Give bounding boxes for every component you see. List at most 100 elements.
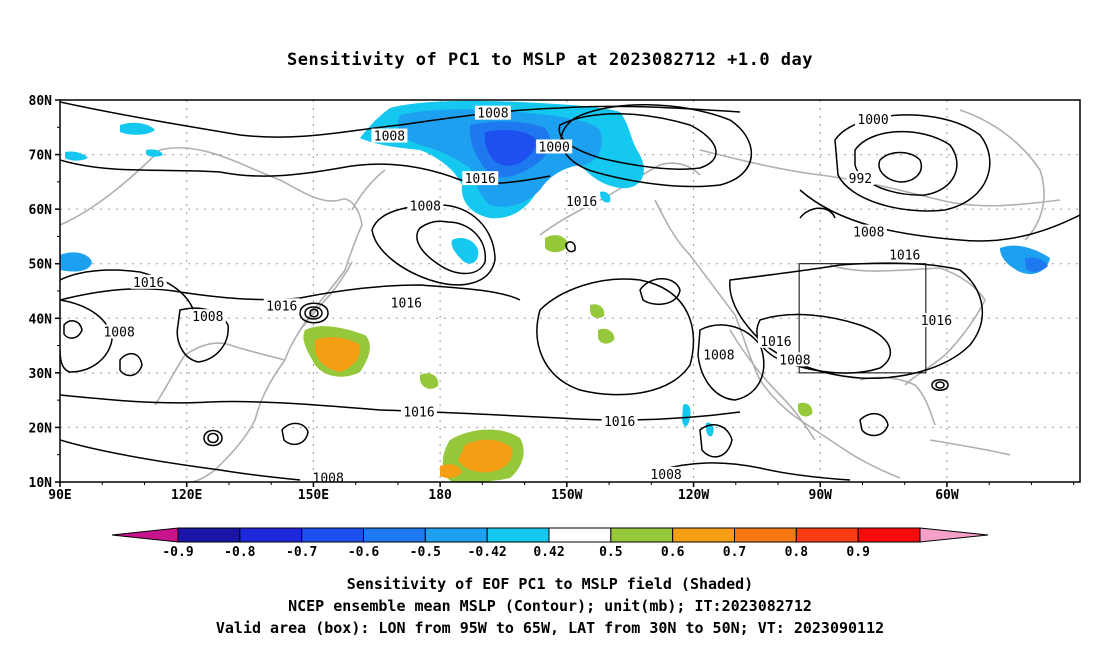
caption-line-2: NCEP ensemble mean MSLP (Contour); unit(… — [288, 597, 812, 615]
contour-cyclone-2 — [63, 320, 83, 339]
coastline-greenland — [959, 109, 1045, 241]
colorbar-low-triangle — [111, 527, 179, 543]
coastline-kamchatka — [351, 169, 386, 211]
colorbar-label: -0.42 — [468, 545, 507, 560]
colorbar-label: 0.42 — [533, 545, 564, 560]
contour-japan-low-1 — [304, 306, 323, 320]
contour-label: 1016 — [133, 276, 164, 291]
contour-label-bg — [855, 112, 892, 127]
contour-label-bg — [101, 324, 138, 339]
tick-label-lat: 10N — [29, 476, 53, 491]
caption-line-3: Valid area (box): LON from 95W to 65W, L… — [215, 619, 885, 637]
contour-label: 1016 — [566, 195, 597, 210]
colorbar-labels: -0.9 -0.8 -0.7 -0.6 -0.5 -0.42 0.42 0.5 0.6 0.7 0.… — [162, 545, 870, 560]
contour-1008-south-east — [659, 462, 851, 481]
colorbar-label: 0.9 — [846, 545, 869, 560]
contour-label-bg — [563, 194, 600, 209]
contour-labels: 1008 1008 1000 1000 992 1016 1008 1016 1016 1016 1… — [101, 105, 955, 483]
coastlines — [60, 109, 1061, 482]
tick-label-lon: 60W — [935, 488, 959, 503]
shade-negative-trop3 — [600, 191, 611, 203]
captions: Sensitivity of EOF PC1 to MSLP field (Sh… — [0, 573, 1100, 639]
sensitivity-shading — [60, 100, 1050, 482]
shade-positive-japan-orange — [315, 337, 361, 372]
contour-trop-3 — [699, 424, 733, 458]
colorbar: -0.9 -0.8 -0.7 -0.6 -0.5 -0.42 0.42 0.5 0.6 0.7 0.… — [111, 527, 989, 560]
contour-label-bg — [776, 352, 813, 367]
shade-negative-small3 — [146, 149, 163, 157]
contour-label-bg — [371, 128, 408, 143]
tick-label-lon: 90W — [809, 488, 833, 503]
shade-positive-pacific-orange2 — [440, 464, 462, 479]
contour-label-bg — [700, 347, 737, 362]
plot-area: 1008 1008 1000 1000 992 1016 1008 1016 1016 1016 1… — [29, 94, 1081, 503]
colorbar-cell — [734, 527, 797, 543]
tick-label-lon: 150E — [298, 488, 329, 503]
contour-label-bg — [846, 171, 875, 186]
contour-cyclone-1 — [119, 353, 143, 377]
contour-1008-conus — [756, 313, 892, 374]
tick-label-lon: 180 — [428, 488, 452, 503]
contour-ridge-west — [639, 278, 681, 306]
contour-1008-south-west — [60, 439, 301, 481]
contour-label: 1008 — [853, 226, 884, 241]
contour-label: 1016 — [604, 415, 635, 430]
shade-negative-east-core — [1025, 257, 1048, 272]
colorbar-cell — [610, 527, 674, 543]
colorbar-label: -0.7 — [286, 545, 317, 560]
shade-positive-small2 — [590, 304, 605, 318]
colorbar-cell — [239, 527, 303, 543]
contour-label-bg — [474, 105, 511, 120]
contour-1008-sw — [697, 324, 765, 401]
coastline-japan — [299, 261, 353, 331]
contour-ridge-north — [799, 207, 836, 219]
contour-japan-low-3 — [309, 308, 319, 318]
contour-label: 1016 — [391, 297, 422, 312]
contour-label-bg — [648, 466, 685, 481]
contour-1000-low-east — [854, 130, 958, 196]
contour-1000-low — [558, 113, 717, 170]
contour-label: 1000 — [539, 140, 570, 155]
coastline-northamerica-east — [829, 264, 986, 386]
contour-label-bg — [536, 139, 573, 154]
colorbar-cell — [672, 527, 736, 543]
colorbar-label: 0.8 — [785, 545, 809, 560]
contour-label-bg — [310, 470, 347, 482]
contour-label-bg — [918, 313, 955, 328]
shade-positive-small1 — [545, 235, 568, 253]
tick-label-lat: 40N — [29, 312, 53, 327]
coastline-china — [154, 342, 286, 406]
contour-label: 1008 — [103, 325, 134, 340]
contour-1016-central — [371, 204, 496, 286]
contour-trop-1 — [281, 422, 309, 446]
shade-negative-small2 — [65, 151, 88, 161]
shade-negative-arctic-deep — [484, 130, 536, 166]
contour-label-bg — [850, 224, 887, 239]
contour-label: 1008 — [650, 468, 681, 483]
colorbar-cell — [363, 527, 426, 543]
contour-label-bg — [407, 198, 444, 213]
contour-label: 1016 — [760, 335, 791, 350]
colorbar-label: 0.5 — [599, 545, 622, 560]
colorbar-cells — [177, 527, 921, 543]
contour-label-bg — [601, 413, 638, 428]
coastline-asia — [60, 146, 363, 482]
colorbar-high-triangle — [919, 527, 989, 543]
shade-positive-small5 — [798, 402, 813, 417]
tick-label-lat: 50N — [29, 258, 53, 273]
shade-negative-small1 — [120, 122, 155, 135]
contour-label-bg — [130, 274, 167, 289]
contour-label: 1008 — [410, 199, 441, 214]
contour-label: 1008 — [703, 348, 734, 363]
colorbar-cell — [795, 527, 859, 543]
colorbar-label: -0.8 — [224, 545, 255, 560]
colorbar-label: -0.5 — [410, 545, 441, 560]
contour-label-bg — [462, 171, 499, 186]
shade-negative-west — [60, 252, 92, 272]
contour-label-bg — [189, 309, 226, 324]
contour-1008-low-east — [834, 114, 991, 212]
contour-japan-low-2 — [299, 302, 329, 324]
tick-label-lat: 80N — [29, 94, 53, 109]
contour-1008-east — [799, 189, 1080, 242]
contour-taiwan-low — [203, 429, 223, 447]
